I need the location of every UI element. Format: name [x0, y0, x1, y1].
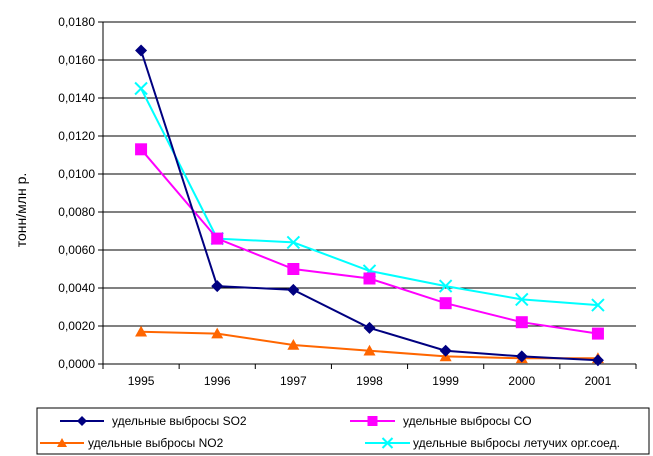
y-tick-label: 0,0100	[58, 167, 95, 181]
data-point	[77, 416, 87, 426]
legend-label: удельные выбросы NO2	[88, 436, 224, 450]
data-point	[134, 81, 148, 96]
y-tick-label: 0,0180	[58, 15, 95, 29]
y-tick-label: 0,0120	[58, 129, 95, 143]
data-point	[439, 344, 452, 357]
data-point	[438, 279, 453, 293]
series-group	[134, 44, 605, 367]
data-point	[135, 143, 148, 156]
gridlines	[103, 21, 636, 327]
legend-item-1: удельные выбросы SO2	[60, 414, 247, 428]
data-point	[515, 292, 529, 307]
x-tick-label: 1999	[432, 374, 459, 388]
data-point	[381, 437, 394, 449]
data-point	[211, 327, 224, 339]
y-tick-label: 0,0080	[58, 205, 95, 219]
series-line	[140, 148, 599, 335]
data-point	[591, 298, 605, 312]
y-tick-label: 0,0060	[58, 243, 95, 257]
y-tick-label: 0,0040	[58, 281, 95, 295]
data-point	[135, 325, 148, 337]
data-point	[367, 416, 378, 426]
legend-item-3: удельные выбросы NO2	[40, 436, 224, 450]
y-tick-label: 0,0160	[58, 53, 95, 67]
data-point	[287, 339, 300, 350]
y-tick-label: 0,0000	[58, 357, 95, 371]
x-tick-label: 1995	[128, 374, 155, 388]
x-tick-label: 2001	[585, 374, 612, 388]
data-point	[57, 438, 67, 447]
data-point	[286, 235, 301, 250]
y-tick-label: 0,0140	[58, 91, 95, 105]
legend: удельные выбросы SO2 удельные выбросы CO у…	[36, 407, 650, 455]
data-point	[135, 44, 148, 57]
data-point	[287, 283, 300, 296]
x-tick-label: 1997	[280, 374, 307, 388]
x-tick-label: 1998	[356, 374, 383, 388]
data-point	[515, 316, 528, 329]
data-point	[211, 280, 224, 293]
legend-item-2: удельные выбросы CO	[350, 414, 532, 428]
legend-label: удельные выбросы SO2	[112, 414, 247, 428]
legend-label: удельные выбросы летучих орг.соед.	[413, 436, 620, 450]
x-axis-ticks: 1995 1996 1997 1998 1999 2000 2001	[102, 364, 637, 388]
y-axis-ticks: 0,0000 0,0020 0,0040 0,0060 0,0080 0,0100 0,01…	[58, 15, 103, 371]
y-axis-title: тонн/млн р.	[13, 173, 29, 247]
data-point	[211, 232, 224, 245]
data-point	[287, 263, 300, 275]
data-point	[363, 272, 376, 285]
legend-label: удельные выбросы CO	[403, 414, 532, 428]
data-point	[591, 354, 604, 367]
data-point	[591, 327, 604, 340]
x-tick-label: 1996	[204, 374, 231, 388]
series-1	[135, 44, 604, 367]
axes	[102, 22, 636, 365]
x-tick-label: 2000	[508, 374, 535, 388]
series-2	[135, 143, 604, 340]
data-point	[363, 321, 376, 334]
y-tick-label: 0,0020	[58, 319, 95, 333]
legend-box	[36, 407, 650, 455]
data-point	[439, 297, 452, 310]
series-line	[140, 50, 598, 362]
data-point	[363, 344, 376, 356]
legend-item-4: удельные выбросы летучих орг.соед.	[365, 436, 620, 450]
data-point	[515, 350, 528, 363]
